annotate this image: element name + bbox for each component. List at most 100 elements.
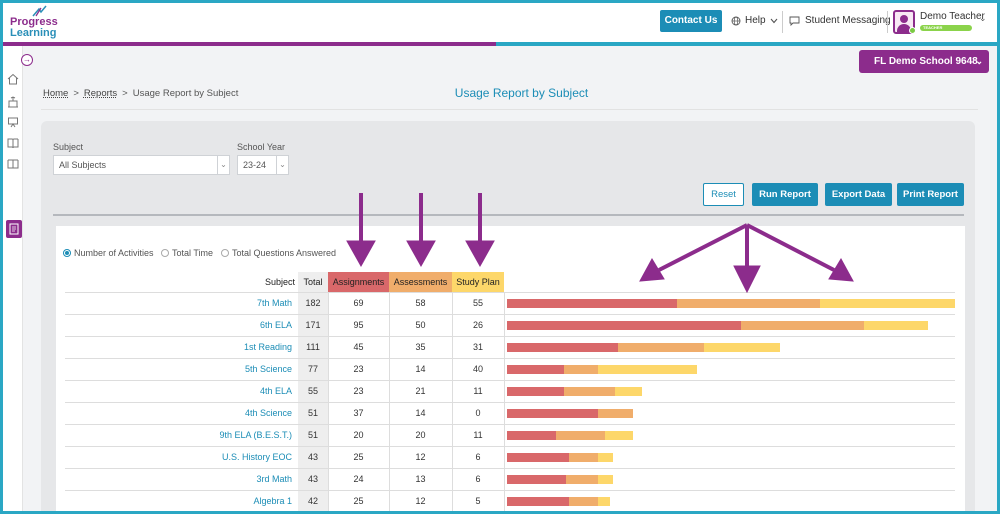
bar-segment-assignments[interactable] xyxy=(507,365,564,374)
subject-link[interactable]: 6th ELA xyxy=(259,320,292,330)
metric-option-activities[interactable]: Number of Activities xyxy=(63,248,154,258)
bar-segment-assessments[interactable] xyxy=(568,497,599,506)
bar-segment-assignments[interactable] xyxy=(507,409,599,418)
column-divider xyxy=(504,337,505,359)
study-plan-cell: 11 xyxy=(473,386,483,396)
table-row: U.S. History EOC 43 25 12 6 xyxy=(65,446,955,469)
subject-link[interactable]: 3rd Math xyxy=(256,474,292,484)
classroom-icon[interactable] xyxy=(7,116,19,128)
column-header-subject[interactable]: Subject xyxy=(264,277,295,287)
subject-link[interactable]: 9th ELA (B.E.S.T.) xyxy=(219,430,292,440)
total-cell: 51 xyxy=(298,403,328,424)
metric-option-total-time[interactable]: Total Time xyxy=(161,248,213,258)
subject-link[interactable]: 7th Math xyxy=(256,298,292,308)
bar-segment-study-plan[interactable] xyxy=(615,387,643,396)
reset-button[interactable]: Reset xyxy=(703,183,744,206)
breadcrumb-home[interactable]: Home xyxy=(43,88,69,99)
breadcrumb-reports[interactable]: Reports xyxy=(83,88,118,99)
bar-segment-assessments[interactable] xyxy=(566,475,599,484)
bar-segment-assessments[interactable] xyxy=(740,321,864,330)
bar-segment-assessments[interactable] xyxy=(598,409,633,418)
bar-segment-assessments[interactable] xyxy=(676,299,820,308)
bar-segment-assignments[interactable] xyxy=(507,497,569,506)
total-cell: 51 xyxy=(298,425,328,446)
report-icon xyxy=(9,223,19,235)
subject-link[interactable]: 4th Science xyxy=(244,408,292,418)
column-divider xyxy=(328,491,329,511)
subject-link[interactable]: U.S. History EOC xyxy=(221,452,292,462)
reports-nav-active[interactable] xyxy=(6,220,22,238)
print-report-button[interactable]: Print Report xyxy=(897,183,964,206)
bar-segment-study-plan[interactable] xyxy=(598,365,697,374)
user-menu[interactable]: Demo Teacher TEACHER ⌄ xyxy=(893,9,993,37)
bar-segment-study-plan[interactable] xyxy=(605,431,633,440)
school-year-select[interactable]: 23-24 ⌄ xyxy=(237,155,289,175)
subject-link[interactable]: 5th Science xyxy=(244,364,292,374)
assessments-cell: 14 xyxy=(415,364,426,374)
assessments-cell: 13 xyxy=(415,474,426,484)
school-selector-button[interactable]: FL Demo School 9648 ⌄ xyxy=(859,50,989,73)
bar-segment-study-plan[interactable] xyxy=(703,343,781,352)
bar-segment-assignments[interactable] xyxy=(507,475,567,484)
bar-segment-assignments[interactable] xyxy=(507,321,741,330)
subject-link[interactable]: Algebra 1 xyxy=(253,496,292,506)
bar-segment-study-plan[interactable] xyxy=(598,475,613,484)
breadcrumb: Home > Reports > Usage Report by Subject xyxy=(43,88,238,99)
bar-segment-assessments[interactable] xyxy=(563,365,599,374)
table-row: 4th Science 51 37 14 0 xyxy=(65,402,955,425)
bar-segment-study-plan[interactable] xyxy=(598,497,611,506)
bar-segment-assignments[interactable] xyxy=(507,299,677,308)
export-data-button[interactable]: Export Data xyxy=(825,183,892,206)
assignments-cell: 45 xyxy=(353,342,364,352)
user-role-badge: TEACHER xyxy=(920,25,972,31)
student-messaging-link[interactable]: Student Messaging xyxy=(789,15,891,26)
subject-link[interactable]: 1st Reading xyxy=(243,342,292,352)
run-report-button[interactable]: Run Report xyxy=(752,183,818,206)
column-divider xyxy=(389,447,390,469)
divider xyxy=(41,109,978,110)
library-icon[interactable] xyxy=(7,158,19,170)
subject-link[interactable]: 4th ELA xyxy=(259,386,292,396)
bar-segment-assignments[interactable] xyxy=(507,431,557,440)
metric-option-questions[interactable]: Total Questions Answered xyxy=(221,248,336,258)
total-cell: 43 xyxy=(298,447,328,468)
bar-segment-study-plan[interactable] xyxy=(863,321,928,330)
column-header-study-plan[interactable]: Study Plan xyxy=(452,272,504,293)
column-divider xyxy=(452,293,453,315)
bar-segment-study-plan[interactable] xyxy=(819,299,955,308)
column-divider xyxy=(328,359,329,381)
column-divider xyxy=(389,359,390,381)
column-header-assignments[interactable]: Assignments xyxy=(328,272,389,293)
sidebar-expand-icon[interactable]: → xyxy=(21,54,33,66)
column-divider xyxy=(504,425,505,447)
bar-segment-assessments[interactable] xyxy=(563,387,616,396)
column-header-assessments[interactable]: Assessments xyxy=(389,272,452,293)
bar-segment-assessments[interactable] xyxy=(568,453,599,462)
progress-learning-logo[interactable]: Progress Learning xyxy=(9,5,69,41)
home-icon[interactable] xyxy=(7,73,19,85)
chevron-down-icon xyxy=(770,18,777,23)
subject-select[interactable]: All Subjects ⌄ xyxy=(53,155,230,175)
school-icon[interactable] xyxy=(7,96,19,108)
book-icon[interactable] xyxy=(7,137,19,149)
column-divider xyxy=(328,337,329,359)
bar-segment-assignments[interactable] xyxy=(507,387,564,396)
help-label: Help xyxy=(745,15,766,26)
bar-segment-assignments[interactable] xyxy=(507,453,569,462)
stripe-purple xyxy=(3,42,496,46)
column-divider xyxy=(389,469,390,491)
help-menu[interactable]: Help xyxy=(731,15,778,26)
logo-mark-icon xyxy=(32,5,47,17)
bar-segment-study-plan[interactable] xyxy=(598,453,613,462)
column-divider xyxy=(452,447,453,469)
school-year-label: School Year xyxy=(237,142,286,152)
bar-segment-assignments[interactable] xyxy=(507,343,618,352)
contact-us-button[interactable]: Contact Us xyxy=(660,10,722,32)
assessments-cell: 12 xyxy=(415,496,426,506)
table-row: Algebra 1 42 25 12 5 xyxy=(65,490,955,511)
column-header-total[interactable]: Total xyxy=(298,272,328,293)
bar-segment-assessments[interactable] xyxy=(617,343,704,352)
bar-segment-assessments[interactable] xyxy=(556,431,606,440)
avatar-body xyxy=(897,24,911,32)
assignments-cell: 69 xyxy=(353,298,364,308)
